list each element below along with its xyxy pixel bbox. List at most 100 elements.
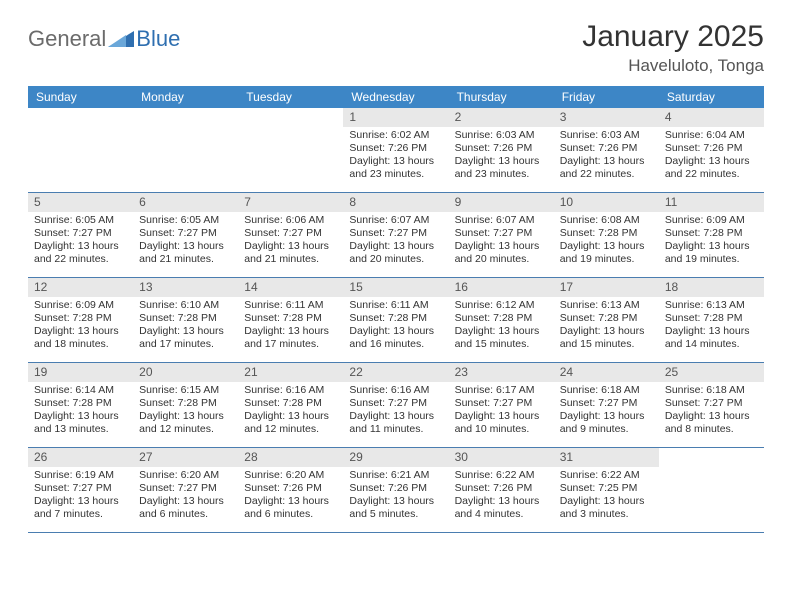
sunset-text: Sunset: 7:26 PM bbox=[455, 482, 548, 495]
date-number: 22 bbox=[343, 363, 448, 382]
sunrise-text: Sunrise: 6:11 AM bbox=[244, 299, 337, 312]
daylight-text: Daylight: 13 hours and 12 minutes. bbox=[139, 410, 232, 436]
calendar-body: ...1Sunrise: 6:02 AMSunset: 7:26 PMDayli… bbox=[28, 108, 764, 533]
daylight-text: Daylight: 13 hours and 5 minutes. bbox=[349, 495, 442, 521]
date-number: 11 bbox=[659, 193, 764, 212]
sunrise-text: Sunrise: 6:07 AM bbox=[455, 214, 548, 227]
calendar-cell: 15Sunrise: 6:11 AMSunset: 7:28 PMDayligh… bbox=[343, 278, 448, 362]
calendar-cell: 19Sunrise: 6:14 AMSunset: 7:28 PMDayligh… bbox=[28, 363, 133, 447]
calendar: Sunday Monday Tuesday Wednesday Thursday… bbox=[28, 86, 764, 533]
date-number: 7 bbox=[238, 193, 343, 212]
daylight-text: Daylight: 13 hours and 15 minutes. bbox=[455, 325, 548, 351]
date-number: 5 bbox=[28, 193, 133, 212]
daylight-text: Daylight: 13 hours and 22 minutes. bbox=[560, 155, 653, 181]
date-number: 26 bbox=[28, 448, 133, 467]
daylight-text: Daylight: 13 hours and 21 minutes. bbox=[244, 240, 337, 266]
sunset-text: Sunset: 7:28 PM bbox=[665, 312, 758, 325]
date-number: 25 bbox=[659, 363, 764, 382]
daylight-text: Daylight: 13 hours and 6 minutes. bbox=[139, 495, 232, 521]
calendar-cell: 4Sunrise: 6:04 AMSunset: 7:26 PMDaylight… bbox=[659, 108, 764, 192]
calendar-cell: 9Sunrise: 6:07 AMSunset: 7:27 PMDaylight… bbox=[449, 193, 554, 277]
date-number: 14 bbox=[238, 278, 343, 297]
sunset-text: Sunset: 7:27 PM bbox=[34, 482, 127, 495]
date-number: 17 bbox=[554, 278, 659, 297]
daylight-text: Daylight: 13 hours and 9 minutes. bbox=[560, 410, 653, 436]
sunset-text: Sunset: 7:26 PM bbox=[455, 142, 548, 155]
date-number: 1 bbox=[343, 108, 448, 127]
calendar-cell: 7 Sunrise: 6:06 AMSunset: 7:27 PMDaylight… bbox=[238, 193, 343, 277]
date-number: 12 bbox=[28, 278, 133, 297]
sunset-text: Sunset: 7:27 PM bbox=[455, 227, 548, 240]
calendar-week: 12Sunrise: 6:09 AMSunset: 7:28 PMDayligh… bbox=[28, 278, 764, 363]
calendar-cell: 17Sunrise: 6:13 AMSunset: 7:28 PMDayligh… bbox=[554, 278, 659, 362]
sunrise-text: Sunrise: 6:13 AM bbox=[665, 299, 758, 312]
sunrise-text: Sunrise: 6:22 AM bbox=[560, 469, 653, 482]
daylight-text: Daylight: 13 hours and 17 minutes. bbox=[244, 325, 337, 351]
daylight-text: Daylight: 13 hours and 19 minutes. bbox=[665, 240, 758, 266]
sunset-text: Sunset: 7:26 PM bbox=[349, 482, 442, 495]
sunset-text: Sunset: 7:26 PM bbox=[560, 142, 653, 155]
date-number: 4 bbox=[659, 108, 764, 127]
day-header: Saturday bbox=[659, 86, 764, 108]
sunrise-text: Sunrise: 6:08 AM bbox=[560, 214, 653, 227]
calendar-cell: 26Sunrise: 6:19 AMSunset: 7:27 PMDayligh… bbox=[28, 448, 133, 532]
calendar-cell: 21Sunrise: 6:16 AMSunset: 7:28 PMDayligh… bbox=[238, 363, 343, 447]
daylight-text: Daylight: 13 hours and 13 minutes. bbox=[34, 410, 127, 436]
date-number: 28 bbox=[238, 448, 343, 467]
calendar-week: ...1Sunrise: 6:02 AMSunset: 7:26 PMDayli… bbox=[28, 108, 764, 193]
sunrise-text: Sunrise: 6:06 AM bbox=[244, 214, 337, 227]
calendar-week: 5Sunrise: 6:05 AMSunset: 7:27 PMDaylight… bbox=[28, 193, 764, 278]
day-header: Tuesday bbox=[238, 86, 343, 108]
date-number: 24 bbox=[554, 363, 659, 382]
date-number: 23 bbox=[449, 363, 554, 382]
sunset-text: Sunset: 7:28 PM bbox=[244, 397, 337, 410]
sunset-text: Sunset: 7:28 PM bbox=[560, 227, 653, 240]
sunrise-text: Sunrise: 6:04 AM bbox=[665, 129, 758, 142]
calendar-cell: 11Sunrise: 6:09 AMSunset: 7:28 PMDayligh… bbox=[659, 193, 764, 277]
sunset-text: Sunset: 7:27 PM bbox=[244, 227, 337, 240]
location-subtitle: Haveluloto, Tonga bbox=[582, 56, 764, 76]
calendar-week: 26Sunrise: 6:19 AMSunset: 7:27 PMDayligh… bbox=[28, 448, 764, 533]
calendar-cell: 3Sunrise: 6:03 AMSunset: 7:26 PMDaylight… bbox=[554, 108, 659, 192]
calendar-cell: 31Sunrise: 6:22 AMSunset: 7:25 PMDayligh… bbox=[554, 448, 659, 532]
sunrise-text: Sunrise: 6:20 AM bbox=[244, 469, 337, 482]
date-number: 31 bbox=[554, 448, 659, 467]
daylight-text: Daylight: 13 hours and 4 minutes. bbox=[455, 495, 548, 521]
logo-text-general: General bbox=[28, 26, 106, 52]
daylight-text: Daylight: 13 hours and 17 minutes. bbox=[139, 325, 232, 351]
daylight-text: Daylight: 13 hours and 7 minutes. bbox=[34, 495, 127, 521]
calendar-cell: 29Sunrise: 6:21 AMSunset: 7:26 PMDayligh… bbox=[343, 448, 448, 532]
sunrise-text: Sunrise: 6:05 AM bbox=[34, 214, 127, 227]
sunrise-text: Sunrise: 6:10 AM bbox=[139, 299, 232, 312]
sunrise-text: Sunrise: 6:09 AM bbox=[665, 214, 758, 227]
sunset-text: Sunset: 7:28 PM bbox=[139, 312, 232, 325]
sunrise-text: Sunrise: 6:07 AM bbox=[349, 214, 442, 227]
sunrise-text: Sunrise: 6:11 AM bbox=[349, 299, 442, 312]
calendar-cell: 27Sunrise: 6:20 AMSunset: 7:27 PMDayligh… bbox=[133, 448, 238, 532]
sunrise-text: Sunrise: 6:03 AM bbox=[455, 129, 548, 142]
day-header: Wednesday bbox=[343, 86, 448, 108]
date-number: 18 bbox=[659, 278, 764, 297]
sunset-text: Sunset: 7:28 PM bbox=[244, 312, 337, 325]
sunrise-text: Sunrise: 6:20 AM bbox=[139, 469, 232, 482]
calendar-cell: 25Sunrise: 6:18 AMSunset: 7:27 PMDayligh… bbox=[659, 363, 764, 447]
sunset-text: Sunset: 7:26 PM bbox=[244, 482, 337, 495]
date-number: 10 bbox=[554, 193, 659, 212]
sunrise-text: Sunrise: 6:17 AM bbox=[455, 384, 548, 397]
calendar-cell: . bbox=[133, 108, 238, 192]
sunset-text: Sunset: 7:28 PM bbox=[349, 312, 442, 325]
date-number: 8 bbox=[343, 193, 448, 212]
sunrise-text: Sunrise: 6:15 AM bbox=[139, 384, 232, 397]
calendar-cell: 24Sunrise: 6:18 AMSunset: 7:27 PMDayligh… bbox=[554, 363, 659, 447]
day-header: Friday bbox=[554, 86, 659, 108]
header: General Blue January 2025 Haveluloto, To… bbox=[28, 20, 764, 76]
date-number: 16 bbox=[449, 278, 554, 297]
calendar-cell: 12Sunrise: 6:09 AMSunset: 7:28 PMDayligh… bbox=[28, 278, 133, 362]
calendar-cell: 8Sunrise: 6:07 AMSunset: 7:27 PMDaylight… bbox=[343, 193, 448, 277]
sunrise-text: Sunrise: 6:05 AM bbox=[139, 214, 232, 227]
sunset-text: Sunset: 7:27 PM bbox=[455, 397, 548, 410]
daylight-text: Daylight: 13 hours and 11 minutes. bbox=[349, 410, 442, 436]
calendar-week: 19Sunrise: 6:14 AMSunset: 7:28 PMDayligh… bbox=[28, 363, 764, 448]
calendar-cell: 1Sunrise: 6:02 AMSunset: 7:26 PMDaylight… bbox=[343, 108, 448, 192]
sunrise-text: Sunrise: 6:18 AM bbox=[665, 384, 758, 397]
